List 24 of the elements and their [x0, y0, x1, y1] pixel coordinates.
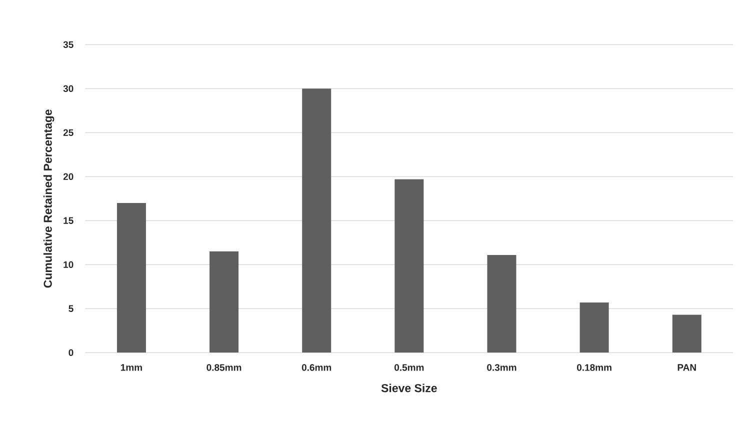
y-tick-label: 15	[64, 217, 74, 224]
y-tick-label: 25	[63, 129, 74, 136]
x-tick-label: 0.6mm	[302, 364, 332, 371]
bar	[116, 203, 146, 353]
bar	[210, 251, 239, 353]
x-tick-label: 0.18mm	[576, 364, 612, 371]
y-tick-label: 0	[68, 349, 74, 356]
x-tick-label: 0.85mm	[206, 364, 242, 371]
y-tick-label: 30	[63, 85, 74, 92]
bar	[394, 179, 424, 353]
x-tick-label: 1mm	[120, 364, 142, 371]
bar	[672, 314, 702, 353]
y-axis-title: Cumulative Retained Percentage	[43, 110, 54, 288]
bar	[302, 88, 332, 353]
x-axis-title: Sieve Size	[381, 384, 437, 392]
x-tick-label: PAN	[678, 364, 696, 371]
bar	[580, 302, 609, 353]
x-tick-label: 0.3mm	[487, 364, 516, 371]
y-tick-label: 10	[64, 261, 74, 268]
y-tick-label: 5	[68, 305, 74, 312]
y-tick-label: 35	[63, 41, 74, 48]
x-tick-label: 0.5mm	[394, 364, 424, 371]
bar	[487, 254, 516, 353]
y-tick-label: 20	[63, 173, 74, 180]
